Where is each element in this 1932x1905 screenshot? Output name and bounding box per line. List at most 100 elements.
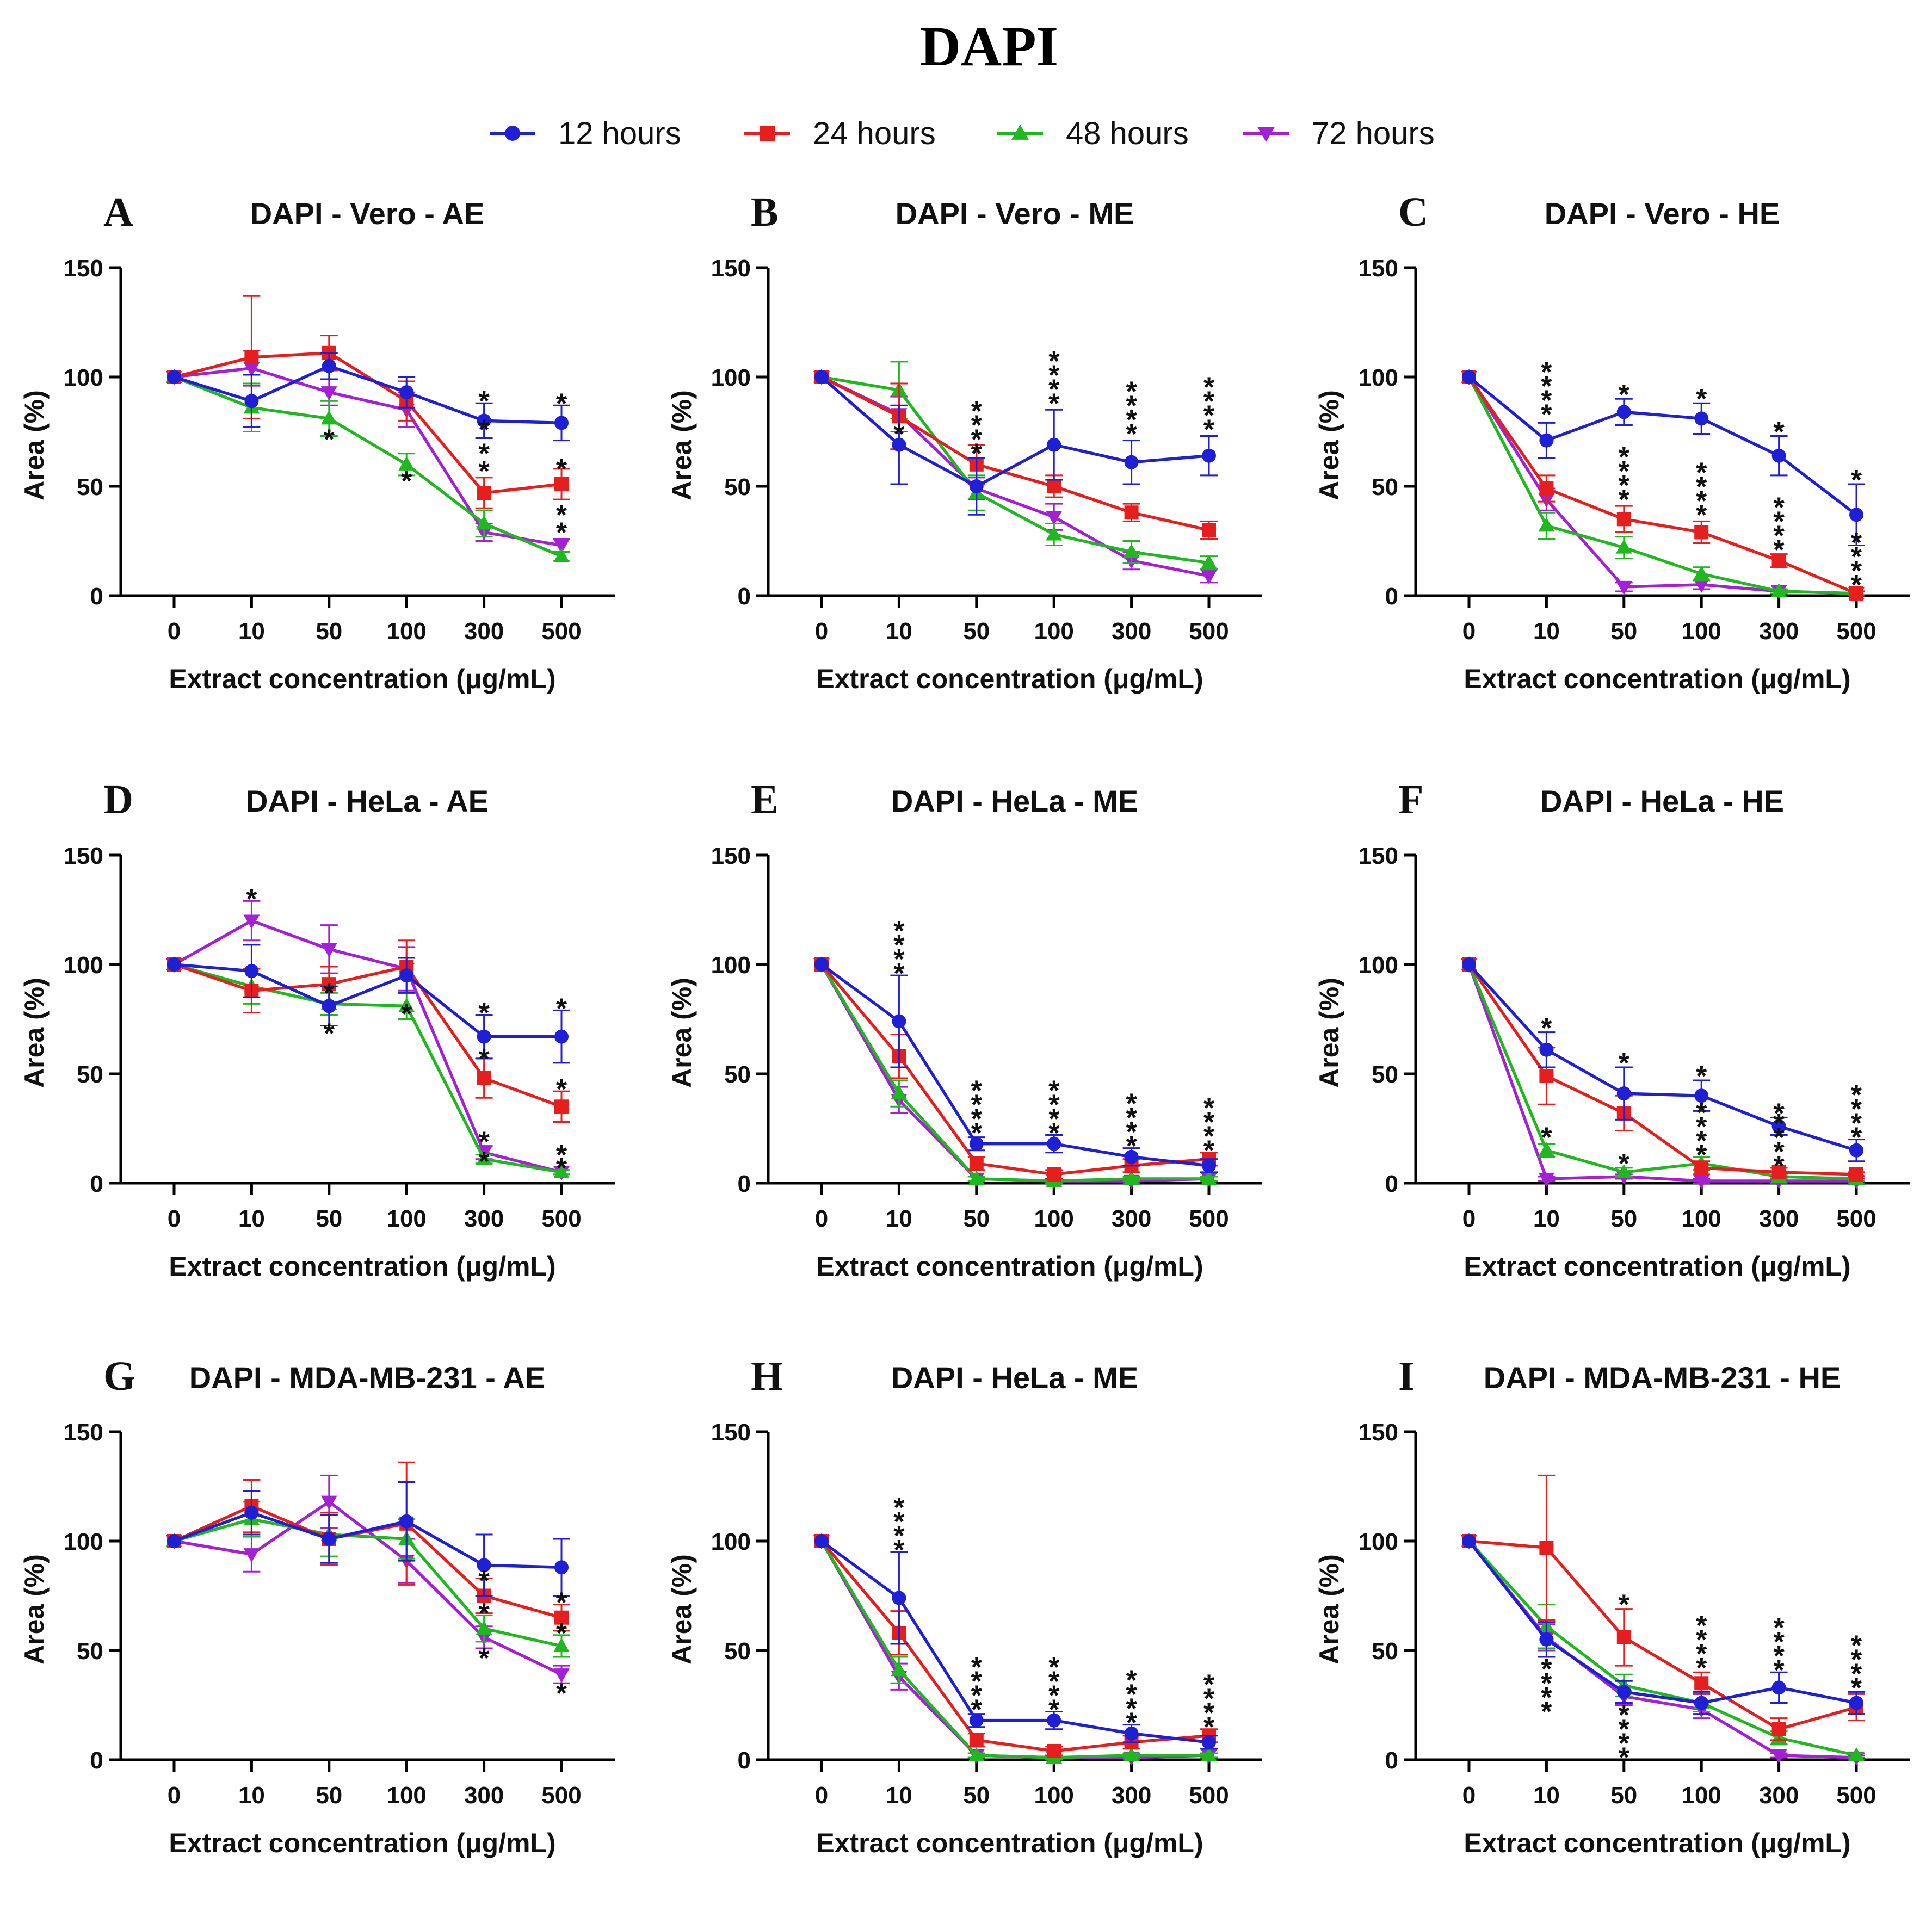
significance-annotation: *: [893, 419, 905, 450]
significance-annotation: ****: [1541, 1654, 1552, 1728]
significance-annotation: ****: [1696, 1097, 1707, 1171]
series-line: [1468, 1539, 1857, 1731]
data-point: [320, 943, 337, 957]
y-axis-label: Area (%): [666, 390, 697, 500]
significance-annotation: *: [556, 1153, 567, 1184]
panel-title: DAPI - HeLa - AE: [246, 784, 489, 818]
data-point: [1539, 1069, 1554, 1084]
data-point: [399, 385, 414, 400]
legend-marker: [1257, 127, 1275, 143]
x-tick-label: 10: [238, 1205, 265, 1232]
data-point: [892, 1591, 906, 1605]
data-point: [1616, 1086, 1631, 1101]
significance-annotation: ****: [1773, 1108, 1785, 1182]
panel-letter: E: [751, 777, 779, 822]
data-point: [1124, 1726, 1139, 1741]
data-point: [969, 1136, 984, 1151]
data-point: [476, 1620, 492, 1635]
significance-annotation: *: [1619, 379, 1630, 411]
x-tick-label: 500: [1836, 618, 1876, 645]
x-axis-label: Extract concentration (μg/mL): [816, 1251, 1203, 1282]
x-axis-label: Extract concentration (μg/mL): [1464, 664, 1850, 694]
y-tick-label: 100: [1359, 952, 1398, 979]
significance-annotation: *: [478, 997, 490, 1029]
y-axis-label: Area (%): [1314, 390, 1344, 500]
series-line: [820, 375, 1209, 532]
x-tick-label: 500: [1189, 1205, 1229, 1232]
x-tick-label: 0: [815, 618, 828, 645]
x-tick-label: 100: [1034, 618, 1073, 645]
x-tick-label: 50: [1610, 1782, 1637, 1809]
significance-annotation: *: [478, 1146, 490, 1178]
x-tick-label: 50: [316, 618, 342, 645]
significance-annotation: *: [1619, 1589, 1630, 1621]
panel-A: A DAPI - Vero - AE 0 50 100 150 0 10 50 100 300 500…: [19, 189, 615, 694]
legend-item-72-hours: 72 hours: [1243, 116, 1435, 151]
y-tick-label: 0: [1385, 1747, 1398, 1774]
series-line: [1467, 963, 1857, 1176]
significance-annotation: *: [478, 1127, 490, 1158]
data-point: [1201, 570, 1217, 584]
x-tick-label: 10: [886, 618, 912, 645]
x-tick-label: 500: [1836, 1205, 1876, 1232]
data-point: [1047, 1167, 1061, 1182]
y-tick-label: 150: [64, 255, 103, 282]
series-line: [1467, 963, 1857, 1152]
data-point: [1848, 1747, 1865, 1762]
series-line: [174, 1511, 562, 1569]
series-line: [820, 963, 1209, 1183]
x-tick-label: 500: [1189, 1782, 1229, 1809]
data-point: [1538, 1172, 1555, 1187]
x-tick-label: 50: [1610, 1205, 1637, 1232]
data-point: [553, 548, 570, 562]
significance-annotation: *: [324, 424, 335, 455]
data-point: [1124, 505, 1139, 520]
series-line: [174, 963, 561, 1038]
panel-E: E DAPI - HeLa - ME 0 50 100 150 0 10 50 100 300 500…: [666, 777, 1262, 1282]
data-point: [1616, 512, 1631, 527]
y-tick-label: 50: [77, 1061, 103, 1088]
significance-annotation: ****: [1619, 442, 1630, 516]
data-point: [892, 437, 906, 452]
x-tick-label: 0: [168, 1205, 181, 1232]
series-12-hours: [167, 944, 570, 1064]
significance-annotation: ****: [1126, 376, 1137, 450]
significance-annotation: ****: [893, 916, 905, 989]
significance-annotation: *: [324, 1018, 335, 1050]
data-point: [1462, 370, 1476, 384]
data-point: [814, 1534, 829, 1548]
panel-F: F DAPI - HeLa - HE 0 50 100 150 0 10 50 100 300 500…: [1314, 777, 1910, 1282]
data-point: [167, 1534, 181, 1548]
significance-annotation: *: [401, 998, 412, 1030]
legend-item-48-hours: 48 hours: [997, 116, 1189, 151]
x-axis-label: Extract concentration (μg/mL): [1464, 1828, 1850, 1858]
data-point: [1123, 543, 1140, 558]
significance-annotation: ****: [1126, 1665, 1137, 1739]
series-line: [174, 963, 562, 1108]
data-point: [1539, 1632, 1554, 1647]
x-tick-label: 0: [168, 1782, 181, 1809]
data-point: [553, 1164, 570, 1178]
data-point: [1615, 580, 1632, 595]
x-axis-label: Extract concentration (μg/mL): [816, 1828, 1203, 1858]
x-tick-label: 10: [238, 618, 265, 645]
significance-annotation: ****: [1048, 1652, 1060, 1726]
data-point: [1615, 1164, 1632, 1178]
series-line: [1467, 963, 1857, 1180]
significance-annotation: *: [246, 883, 257, 915]
data-point: [1694, 411, 1709, 426]
x-tick-label: 50: [316, 1782, 342, 1809]
panel-G: G DAPI - MDA-MB-231 - AE 0 50 100 150 0 10 50 100…: [19, 1353, 615, 1858]
y-tick-label: 100: [711, 952, 751, 979]
y-tick-label: 0: [1385, 583, 1398, 610]
data-point: [1693, 565, 1710, 580]
y-tick-label: 50: [1372, 474, 1398, 500]
data-point: [1694, 1696, 1709, 1710]
data-point: [322, 1531, 336, 1546]
series-line: [820, 1540, 1209, 1753]
y-tick-label: 100: [64, 364, 103, 391]
x-tick-label: 0: [1462, 1782, 1476, 1809]
y-tick-label: 100: [711, 1529, 751, 1555]
data-point: [477, 1071, 491, 1086]
